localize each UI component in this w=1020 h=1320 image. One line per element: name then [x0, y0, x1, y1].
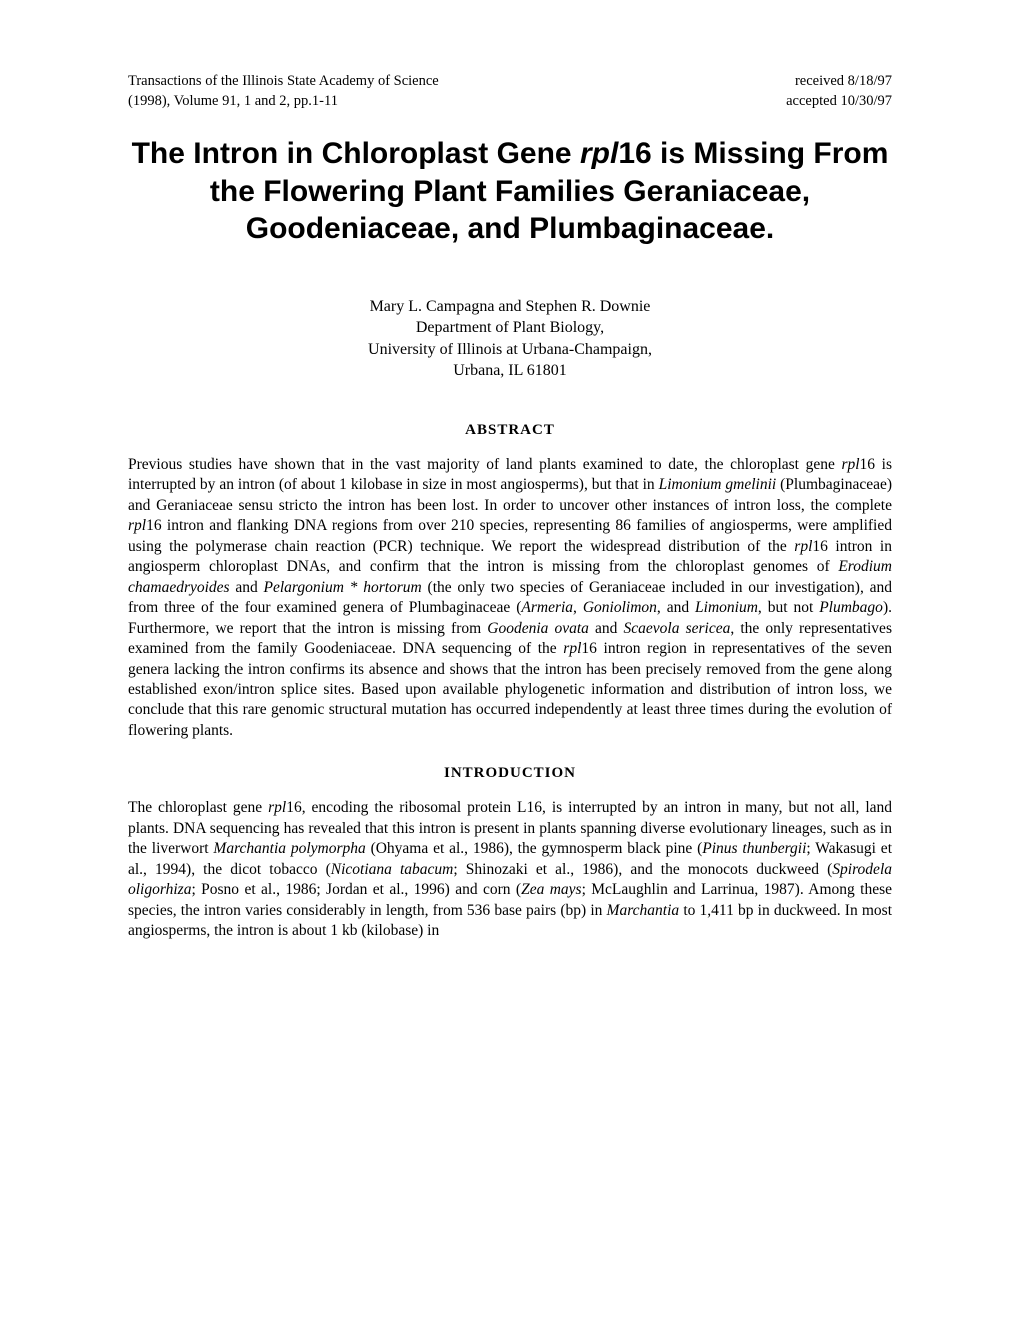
department: Department of Plant Biology, — [128, 317, 892, 339]
dates-info: received 8/18/97 accepted 10/30/97 — [786, 72, 892, 111]
abstract-heading: ABSTRACT — [128, 422, 892, 439]
title-pre: The Intron in Chloroplast Gene — [132, 137, 580, 170]
running-header: Transactions of the Illinois State Acade… — [128, 72, 892, 111]
introduction-text: The chloroplast gene rpl16, encoding the… — [128, 798, 892, 941]
volume-info: (1998), Volume 91, 1 and 2, pp.1-11 — [128, 92, 439, 112]
introduction-heading: INTRODUCTION — [128, 765, 892, 782]
authors-block: Mary L. Campagna and Stephen R. Downie D… — [128, 296, 892, 382]
accepted-date: accepted 10/30/97 — [786, 92, 892, 112]
received-date: received 8/18/97 — [786, 72, 892, 92]
title-gene: rpl — [580, 137, 618, 170]
journal-title: Transactions of the Illinois State Acade… — [128, 72, 439, 92]
university: University of Illinois at Urbana-Champai… — [128, 339, 892, 361]
address: Urbana, IL 61801 — [128, 360, 892, 382]
author-names: Mary L. Campagna and Stephen R. Downie — [128, 296, 892, 318]
abstract-text: Previous studies have shown that in the … — [128, 455, 892, 741]
paper-title: The Intron in Chloroplast Gene rpl16 is … — [128, 135, 892, 248]
journal-info: Transactions of the Illinois State Acade… — [128, 72, 439, 111]
